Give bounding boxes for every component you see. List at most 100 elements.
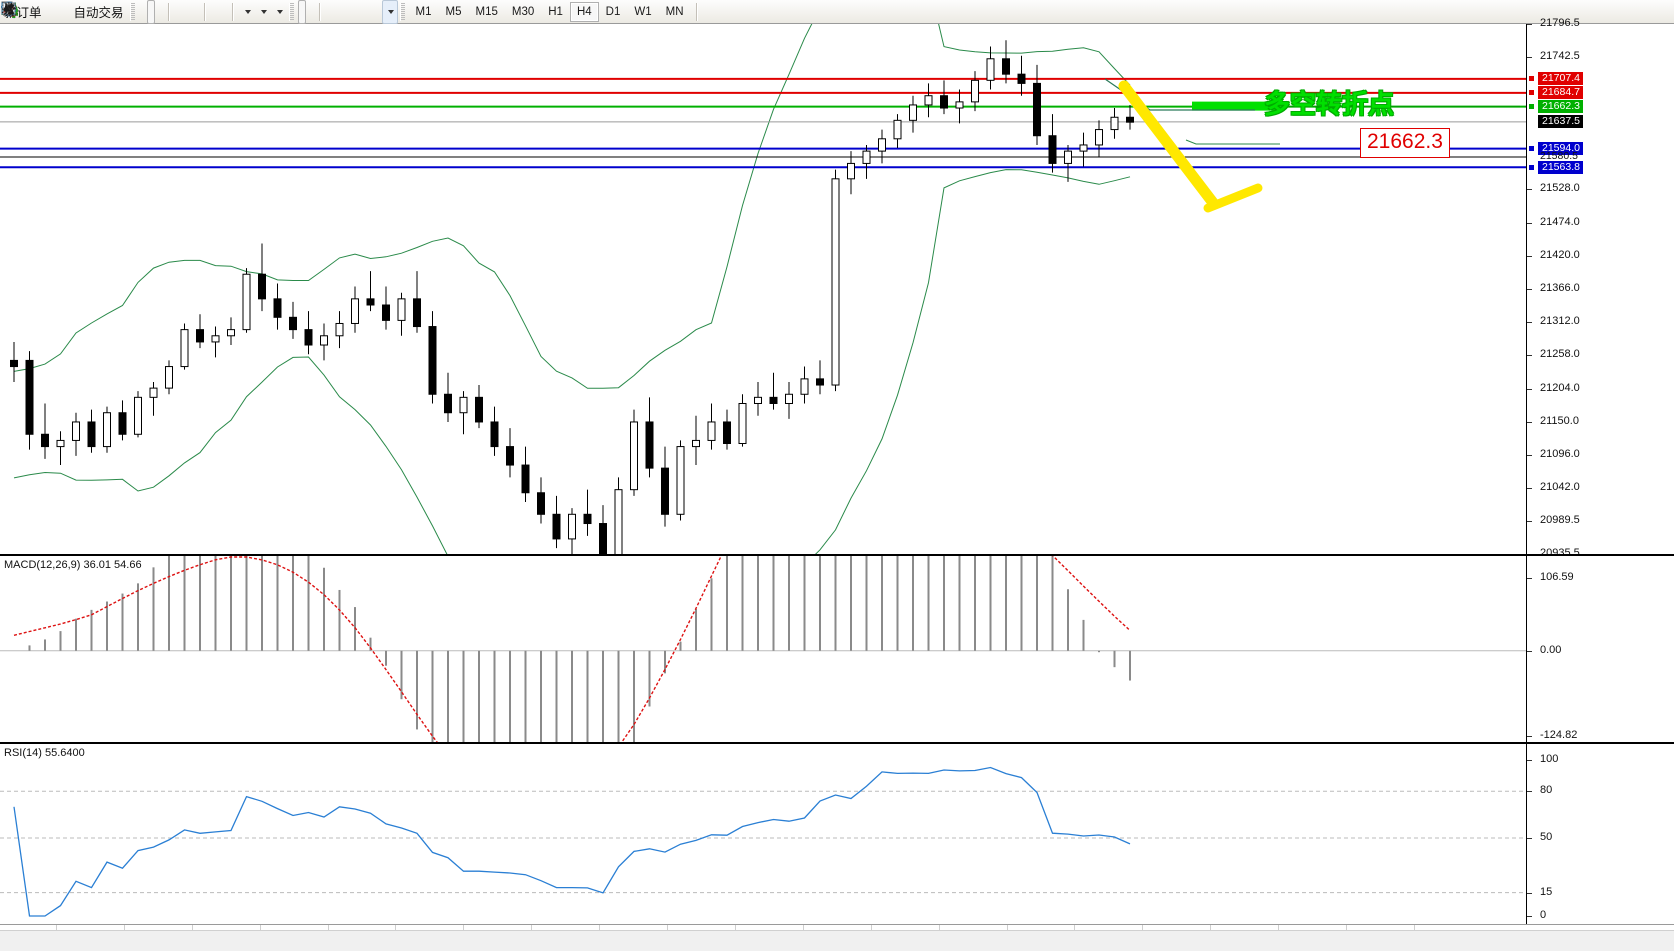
period-dropdown-arrow[interactable] xyxy=(260,9,267,14)
macd-pane[interactable]: MACD(12,26,9) 36.01 54.66 106.59 0.00 -124… xyxy=(0,554,1674,742)
rsi-line xyxy=(13,766,1131,917)
timeframe-d1[interactable]: D1 xyxy=(605,5,621,18)
timeframe-m30[interactable]: M30 xyxy=(511,5,535,18)
price-axis-tick xyxy=(1527,520,1532,522)
rsi-pane[interactable]: RSI(14) 55.6400 100 80 50 15 0 xyxy=(0,742,1674,924)
price-axis-tick xyxy=(1527,388,1532,390)
candle-body xyxy=(568,513,576,540)
expert-advisor-button[interactable] xyxy=(1,0,54,24)
macd-plot xyxy=(0,556,1526,742)
candle-body xyxy=(1110,116,1119,131)
price-level-tag-target[interactable]: 21662.3 xyxy=(1538,100,1583,114)
price-axis-tick xyxy=(1527,488,1532,490)
auto-scroll-button[interactable] xyxy=(2,0,227,24)
market-watch-button[interactable] xyxy=(1,0,62,24)
candle-body xyxy=(242,273,251,331)
macd-axis-tick xyxy=(1527,650,1532,652)
timeframe-m15[interactable]: M15 xyxy=(475,5,498,18)
timeframe-h4[interactable]: H4 xyxy=(569,1,599,22)
price-level-tag-resistance[interactable]: 21684.7 xyxy=(1538,86,1583,100)
svg-text:A: A xyxy=(4,3,15,18)
candle-body xyxy=(862,150,871,164)
candle-body xyxy=(1064,150,1072,164)
equidistant-channel-tool-button[interactable]: E xyxy=(1,0,358,24)
candle-body xyxy=(769,396,778,404)
bar-chart-button[interactable] xyxy=(2,0,147,24)
candle-body xyxy=(661,467,669,515)
horizontal-line-tool-button[interactable] xyxy=(2,0,342,24)
price-level-tag-resistance[interactable]: 21707.4 xyxy=(1538,72,1583,86)
templates-button[interactable] xyxy=(1,0,287,24)
candle-body xyxy=(909,104,917,121)
price-level-handle[interactable] xyxy=(1528,103,1535,111)
price-axis-tick xyxy=(1527,455,1532,457)
candle-body xyxy=(971,79,979,103)
arrows-tool-button[interactable] xyxy=(3,0,398,24)
candle-body xyxy=(614,489,623,554)
price-level-handle[interactable] xyxy=(1528,75,1535,83)
candle-body xyxy=(10,359,18,368)
bollinger-upper-band xyxy=(13,24,1131,389)
text-tool-button[interactable]: A xyxy=(4,0,374,24)
candle-body xyxy=(1095,129,1103,146)
zoom-in-button[interactable] xyxy=(2,0,183,24)
crosshair-tool-button[interactable] xyxy=(2,0,314,24)
chart-horizontal-scrollbar[interactable] xyxy=(0,930,1674,951)
price-level-tag-support[interactable]: 21594.0 xyxy=(1538,142,1583,156)
indicators-dropdown-arrow[interactable] xyxy=(244,9,251,14)
tile-windows-button[interactable] xyxy=(1,0,199,24)
candle-body xyxy=(72,421,80,441)
target-zone-marker[interactable] xyxy=(1192,101,1284,111)
candle-body xyxy=(475,396,483,423)
price-level-tag-support[interactable]: 21563.8 xyxy=(1538,160,1583,174)
line-chart-button[interactable] xyxy=(2,0,163,24)
zoom-out-button[interactable] xyxy=(2,0,191,24)
price-level-handle[interactable] xyxy=(1528,89,1535,97)
chart-area[interactable]: 21796.5 21742.5 21528.0 21474.0 21420.0 21366… xyxy=(0,17,1674,951)
radar-button[interactable] xyxy=(1,0,70,24)
timeframe-m5[interactable]: M5 xyxy=(445,5,462,18)
candle-body xyxy=(723,421,731,445)
price-axis-label: 21312.0 xyxy=(1540,315,1580,328)
price-level-tag-last-price[interactable]: 21637.5 xyxy=(1538,115,1583,129)
price-axis-tick xyxy=(1527,24,1532,25)
price-level-handle[interactable] xyxy=(1528,145,1535,153)
timeframe-w1[interactable]: W1 xyxy=(634,5,652,18)
templates-dropdown-arrow[interactable] xyxy=(276,9,283,14)
candle-body xyxy=(738,402,747,445)
shift-chart-button[interactable] xyxy=(2,0,219,24)
rsi-axis-label: 15 xyxy=(1540,885,1553,898)
text-label-tool-button[interactable]: T xyxy=(2,0,382,24)
indicators-button[interactable] xyxy=(1,0,255,24)
autotrading-button[interactable]: 自动交易 xyxy=(1,0,128,24)
fibonacci-tool-button[interactable]: F xyxy=(3,0,366,24)
period-button[interactable] xyxy=(1,0,271,24)
price-axis-label: 21796.5 xyxy=(1540,17,1580,29)
timeframe-m1[interactable]: M1 xyxy=(415,5,432,18)
rsi-axis-label: 100 xyxy=(1540,753,1559,765)
arrows-dropdown-arrow[interactable] xyxy=(387,9,394,14)
trendline-tool-button[interactable] xyxy=(2,0,350,24)
price-level-tag-level[interactable]: 21580.5 xyxy=(1540,150,1578,163)
candle-body xyxy=(645,421,654,469)
timeframe-h1[interactable]: H1 xyxy=(548,5,563,18)
price-plot xyxy=(0,24,1526,554)
candle-body xyxy=(211,335,220,343)
candle-body xyxy=(1048,135,1057,164)
candle-body xyxy=(1033,82,1041,137)
candle-body xyxy=(800,378,809,395)
candle-body xyxy=(506,446,514,466)
rsi-axis-divider xyxy=(1526,744,1527,924)
price-axis-tick xyxy=(1527,322,1532,324)
candle-body xyxy=(676,446,685,515)
candlestick-chart-button[interactable] xyxy=(2,0,155,24)
price-level-handle[interactable] xyxy=(1528,163,1535,171)
price-pane[interactable]: 21796.5 21742.5 21528.0 21474.0 21420.0 21366… xyxy=(0,17,1674,559)
candle-body xyxy=(165,366,173,389)
vertical-line-tool-button[interactable] xyxy=(8,0,334,24)
candle-body xyxy=(366,298,375,306)
cursor-tool-button[interactable] xyxy=(5,0,306,24)
candle-body xyxy=(149,387,158,398)
candle-body xyxy=(180,329,189,368)
timeframe-mn[interactable]: MN xyxy=(665,5,684,18)
